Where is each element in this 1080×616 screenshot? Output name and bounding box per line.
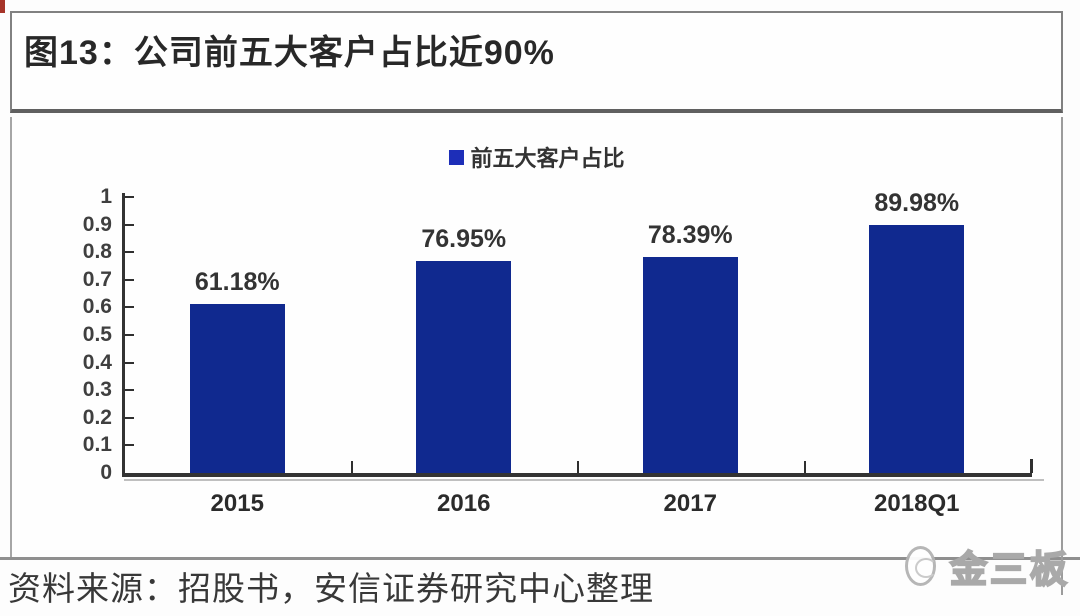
y-tick-label: 0.2 xyxy=(82,405,112,429)
watermark-text: 金三板 xyxy=(949,548,1070,591)
chart-area: 前五大客户占比 0 0.1 0.2 0.3 0.4 0.5 0.6 0.7 0.8 0.9 1 61.… xyxy=(10,117,1063,559)
y-tick xyxy=(125,361,134,364)
legend-label: 前五大客户占比 xyxy=(470,146,625,171)
figure-title: 图13：公司前五大客户占比近90% xyxy=(24,34,555,72)
y-tick-label: 0 xyxy=(100,461,112,484)
chart-legend: 前五大客户占比 xyxy=(448,141,625,173)
y-tick-label: 1 xyxy=(100,185,112,208)
x-axis xyxy=(124,473,1032,477)
x-tick xyxy=(350,461,353,473)
figure-title-box: 图13：公司前五大客户占比近90% xyxy=(10,11,1063,113)
bar-value-label: 89.98% xyxy=(874,189,960,217)
source-note: 资料来源：招股书，安信证券研究中心整理 xyxy=(8,570,654,607)
y-tick-label: 0.7 xyxy=(82,267,112,291)
border-extension xyxy=(1061,540,1063,595)
bar xyxy=(869,225,965,473)
bar-value-label: 76.95% xyxy=(421,225,507,253)
y-tick-label: 0.1 xyxy=(82,433,112,457)
x-tick xyxy=(577,461,579,473)
y-tick xyxy=(125,223,134,226)
watermark-logo-icon xyxy=(905,546,937,586)
bar xyxy=(416,261,512,473)
red-corner-artifact xyxy=(0,0,5,13)
x-axis-end-tick xyxy=(1030,459,1033,473)
bar-value-label: 61.18% xyxy=(194,268,280,296)
x-tick xyxy=(803,461,806,473)
y-tick-label: 0.9 xyxy=(82,212,112,236)
bar xyxy=(189,304,285,473)
y-tick xyxy=(125,278,134,281)
x-category-label: 2016 xyxy=(437,490,491,517)
x-category-label: 2015 xyxy=(210,490,264,517)
legend-swatch-icon xyxy=(448,149,464,165)
y-axis xyxy=(122,193,125,477)
y-tick xyxy=(125,389,134,392)
y-tick xyxy=(125,196,134,198)
bar-value-label: 78.39% xyxy=(647,221,733,249)
y-tick xyxy=(125,251,134,254)
y-tick-label: 0.4 xyxy=(82,350,112,374)
y-tick-label: 0.5 xyxy=(82,323,112,346)
x-category-label: 2018Q1 xyxy=(874,490,960,517)
bar xyxy=(642,257,738,473)
watermark: 金三板 xyxy=(905,540,1070,592)
y-tick-label: 0.6 xyxy=(82,295,112,319)
y-tick-label: 0.8 xyxy=(82,240,112,264)
y-tick-label: 0.3 xyxy=(82,378,112,402)
bar-chart-plot: 0 0.1 0.2 0.3 0.4 0.5 0.6 0.7 0.8 0.9 1 61.18% 2015 7… xyxy=(12,117,1061,559)
y-tick xyxy=(125,334,134,336)
x-axis-shadow xyxy=(124,479,1044,481)
y-tick xyxy=(125,444,134,447)
y-tick xyxy=(125,416,134,419)
section-divider xyxy=(0,557,1080,560)
x-category-label: 2017 xyxy=(663,490,717,517)
y-tick xyxy=(125,306,134,309)
